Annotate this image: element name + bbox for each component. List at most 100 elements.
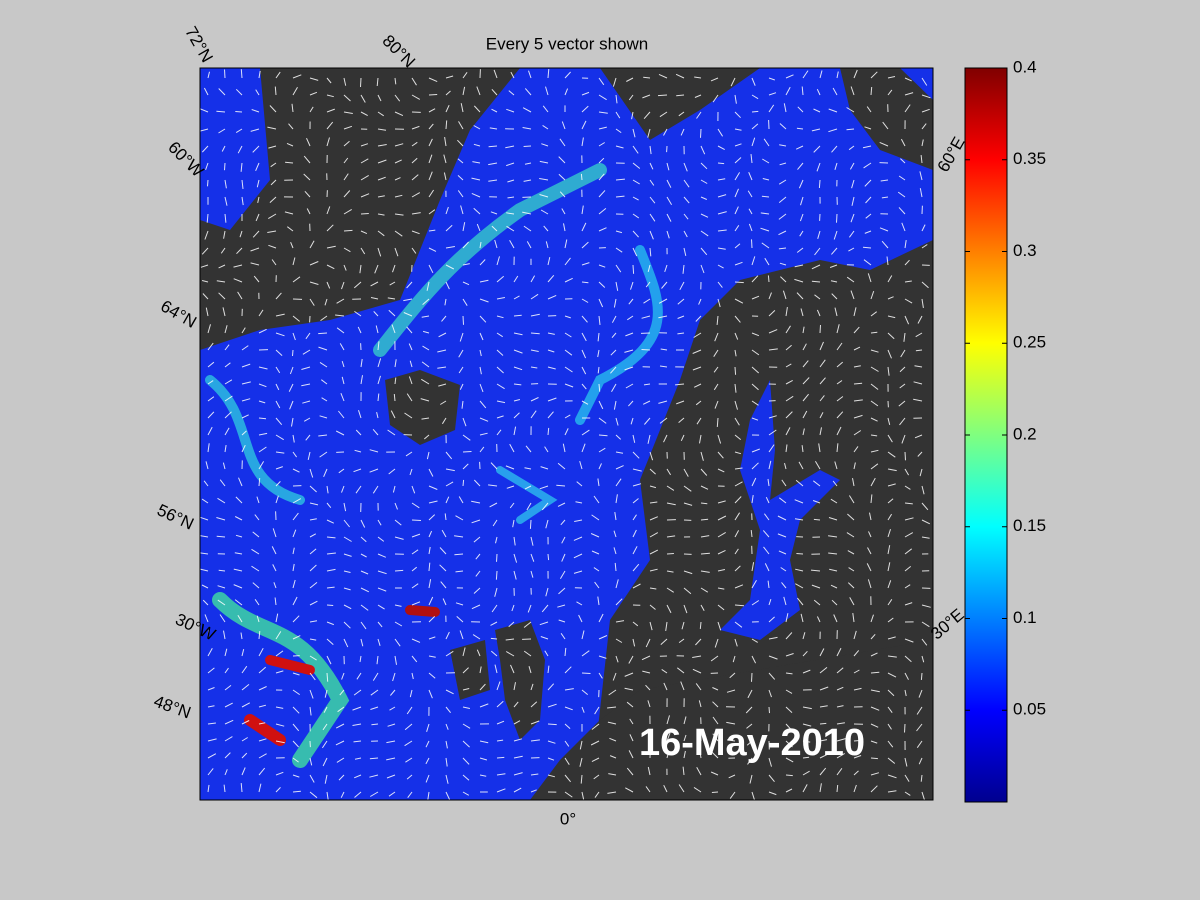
vector	[916, 723, 923, 732]
vector	[683, 502, 693, 506]
vector	[496, 332, 503, 338]
vector	[810, 569, 821, 572]
vector	[768, 689, 772, 698]
vector	[386, 757, 396, 761]
vector	[887, 562, 891, 572]
vector	[377, 519, 382, 526]
vector	[581, 137, 584, 147]
vector	[251, 548, 260, 555]
vector	[292, 434, 295, 443]
vector	[530, 789, 537, 793]
land-europe	[530, 640, 933, 800]
vector	[390, 410, 396, 419]
vector	[404, 740, 413, 747]
vector	[377, 128, 387, 131]
vector	[598, 281, 606, 288]
vector	[241, 196, 244, 206]
vector	[869, 512, 872, 521]
vector	[370, 706, 379, 710]
vector	[870, 723, 879, 728]
vector	[241, 179, 244, 189]
vector	[836, 686, 844, 691]
vector	[428, 189, 435, 198]
vector	[644, 417, 651, 425]
vector	[768, 636, 778, 640]
vector	[491, 108, 498, 113]
vector	[547, 256, 551, 266]
vector	[900, 138, 906, 147]
vector	[292, 468, 300, 473]
vector	[847, 582, 855, 589]
vector	[564, 366, 573, 373]
vector	[853, 446, 859, 453]
vector	[564, 647, 567, 657]
vector	[275, 417, 283, 426]
vector	[460, 103, 464, 113]
vector	[682, 766, 685, 776]
vector	[558, 587, 566, 595]
vector	[275, 383, 280, 391]
vector	[853, 650, 860, 657]
vector	[352, 706, 362, 711]
vector	[309, 533, 317, 538]
vector	[251, 565, 260, 572]
vector	[834, 307, 838, 317]
vector	[573, 570, 583, 574]
vector	[275, 787, 281, 793]
vector	[258, 783, 262, 793]
vector	[657, 94, 668, 97]
vector	[523, 179, 532, 182]
vector	[373, 311, 379, 317]
vector	[411, 230, 420, 235]
vector	[207, 443, 210, 453]
vector	[422, 345, 430, 351]
vector	[377, 176, 386, 181]
vector	[422, 330, 430, 334]
vector	[558, 156, 566, 164]
vector	[658, 400, 668, 404]
vector	[683, 716, 687, 725]
vector	[495, 536, 498, 544]
vector	[649, 485, 657, 489]
vector	[853, 687, 862, 691]
vector	[717, 145, 725, 151]
vector	[750, 530, 753, 538]
vector	[611, 332, 617, 339]
vector	[275, 740, 285, 744]
vector	[846, 532, 855, 538]
vector	[292, 723, 300, 732]
vector	[405, 757, 413, 763]
vector	[581, 400, 589, 405]
vector	[663, 784, 668, 793]
vector	[901, 222, 906, 232]
vector	[850, 213, 855, 223]
vector	[522, 127, 532, 130]
vector	[628, 94, 634, 101]
vector	[421, 378, 430, 385]
vector	[437, 349, 447, 353]
vector	[389, 281, 396, 286]
vector	[479, 298, 489, 303]
vector	[292, 706, 300, 714]
vector	[666, 502, 676, 506]
vector	[254, 514, 260, 521]
vector	[438, 383, 447, 387]
vector	[341, 281, 345, 290]
vector	[785, 444, 788, 453]
vector	[462, 688, 470, 691]
vector	[496, 700, 504, 708]
vector	[802, 784, 808, 793]
vector	[836, 752, 845, 759]
vector	[394, 604, 402, 607]
vector	[445, 689, 454, 695]
vector	[666, 535, 676, 538]
vector	[360, 519, 366, 528]
vector	[407, 791, 413, 799]
vector	[921, 94, 931, 99]
vector	[887, 315, 896, 319]
vector	[734, 111, 741, 119]
vector	[887, 513, 893, 521]
vector	[377, 111, 384, 117]
vector	[904, 638, 914, 643]
vector	[523, 225, 532, 232]
